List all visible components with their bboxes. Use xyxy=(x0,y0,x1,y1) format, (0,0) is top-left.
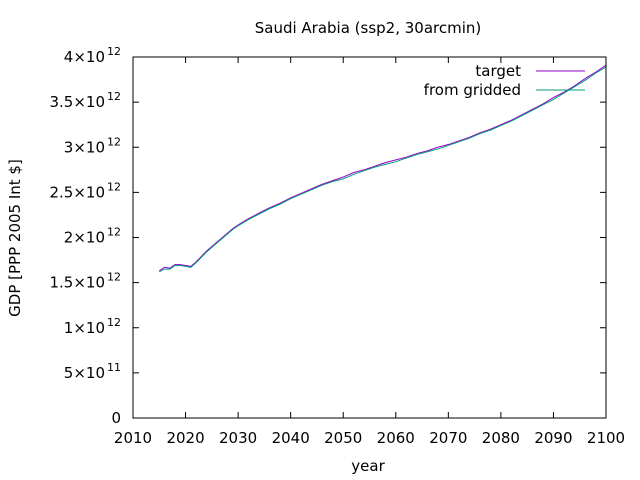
y-tick-exponent: 12 xyxy=(107,45,121,58)
y-tick-label: 1.5×10 12 xyxy=(49,271,121,292)
y-tick-mantissa: 0 xyxy=(111,409,121,427)
series-line-from-gridded xyxy=(159,66,607,273)
x-tick-label: 2040 xyxy=(272,429,310,447)
y-tick-mantissa: 1×10 xyxy=(64,319,105,337)
legend: target from gridded xyxy=(424,62,585,99)
series-lines xyxy=(158,64,607,273)
y-tick-exponent: 12 xyxy=(107,316,121,329)
legend-label-from-gridded: from gridded xyxy=(424,81,521,99)
legend-label-target: target xyxy=(475,62,521,80)
y-tick-mantissa: 1.5×10 xyxy=(49,274,105,292)
series-line-target xyxy=(158,64,607,272)
x-tick-label: 2080 xyxy=(482,429,520,447)
y-tick-mantissa: 2.5×10 xyxy=(49,183,105,201)
y-tick-mantissa: 5×10 xyxy=(64,364,105,382)
y-tick-exponent: 12 xyxy=(107,90,121,103)
y-tick-mantissa: 4×10 xyxy=(64,48,105,66)
x-tick-label: 2030 xyxy=(219,429,257,447)
y-tick-label: 3.5×10 12 xyxy=(49,90,121,111)
y-tick-mantissa: 3×10 xyxy=(64,138,105,156)
x-axis-label: year xyxy=(351,457,385,475)
y-tick-label: 2×10 12 xyxy=(64,226,121,247)
axis-ticks xyxy=(132,56,607,419)
y-tick-exponent: 11 xyxy=(107,361,121,374)
y-tick-mantissa: 2×10 xyxy=(64,229,105,247)
x-tick-label: 2010 xyxy=(114,429,152,447)
x-tick-label: 2090 xyxy=(534,429,572,447)
y-tick-exponent: 12 xyxy=(107,180,121,193)
y-tick-label: 2.5×10 12 xyxy=(49,180,121,201)
y-tick-label: 0 xyxy=(111,409,121,427)
y-tick-label: 1×10 12 xyxy=(64,316,121,337)
x-tick-label: 2050 xyxy=(324,429,362,447)
x-tick-labels: 2010 2020 2030 2040 2050 2060 2070 2080 2090 2100 xyxy=(114,429,625,447)
y-tick-label: 4×10 12 xyxy=(64,45,121,66)
x-tick-label: 2070 xyxy=(429,429,467,447)
x-tick-label: 2020 xyxy=(166,429,204,447)
chart-title: Saudi Arabia (ssp2, 30arcmin) xyxy=(255,19,482,37)
y-axis-label: GDP [PPP 2005 Int $] xyxy=(6,159,24,317)
y-tick-exponent: 12 xyxy=(107,135,121,148)
y-tick-labels: 05×10 111×10 121.5×10 122×10 122.5×10 123×10 1… xyxy=(49,45,121,427)
y-tick-label: 3×10 12 xyxy=(64,135,121,156)
x-tick-label: 2060 xyxy=(377,429,415,447)
y-tick-label: 5×10 11 xyxy=(64,361,121,382)
y-tick-mantissa: 3.5×10 xyxy=(49,93,105,111)
x-tick-label: 2100 xyxy=(587,429,625,447)
y-tick-exponent: 12 xyxy=(107,271,121,284)
plot-frame xyxy=(132,56,607,419)
y-tick-exponent: 12 xyxy=(107,226,121,239)
